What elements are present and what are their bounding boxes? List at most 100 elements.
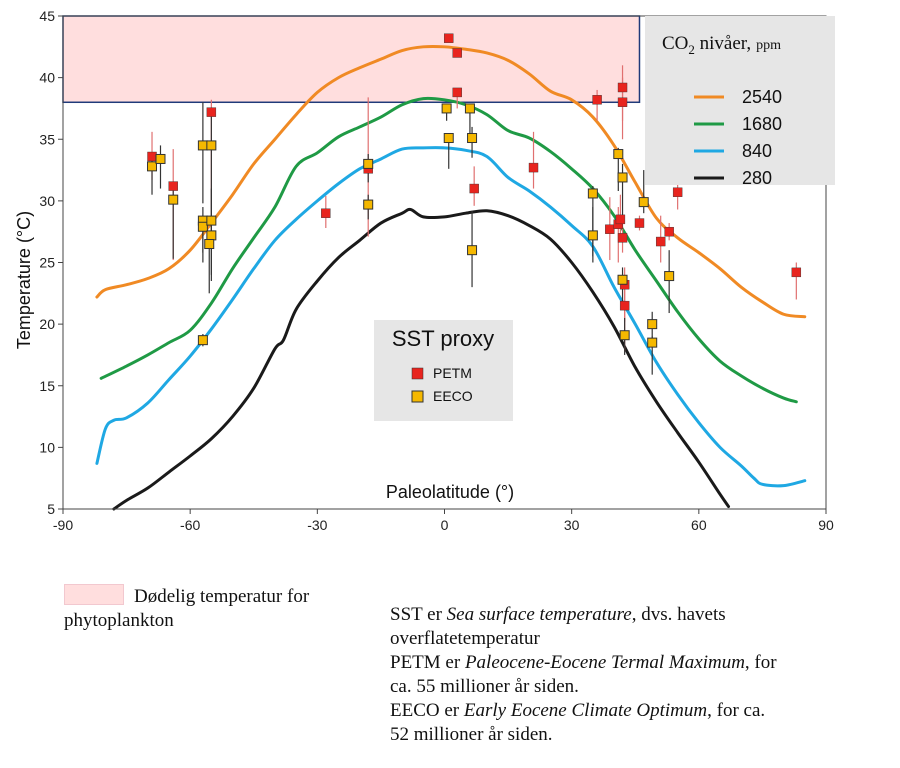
co2-legend-label-280: 280 xyxy=(742,168,772,188)
eeco-marker xyxy=(613,149,624,160)
co2-legend-title-sub: 2 xyxy=(688,42,695,57)
eeco-marker xyxy=(647,319,658,330)
note-text: SST er xyxy=(390,604,447,625)
y-tick-label: 20 xyxy=(39,316,55,332)
eeco-marker xyxy=(197,221,208,232)
x-tick-label: 90 xyxy=(818,517,834,533)
eeco-marker xyxy=(206,140,217,151)
x-tick-label: 30 xyxy=(564,517,580,533)
y-axis: 5 10 15 20 25 30 35 40 45 xyxy=(39,8,63,517)
x-tick-label: 60 xyxy=(691,517,707,533)
eeco-marker xyxy=(441,103,452,114)
eeco-marker xyxy=(443,133,454,144)
eeco-marker xyxy=(204,239,215,250)
y-tick-label: 25 xyxy=(39,255,55,271)
note-line: SST er Sea surface temperature, dvs. hav… xyxy=(390,603,890,627)
note-line: ca. 55 millioner år siden. xyxy=(390,676,579,697)
proxy-legend-petm-marker xyxy=(411,367,424,380)
note-term: Paleocene-Eocene Termal Maximum xyxy=(464,652,745,673)
note-text: , for ca. xyxy=(707,700,766,721)
petm-marker xyxy=(615,214,626,225)
y-tick-label: 40 xyxy=(39,70,55,86)
note-term: Early Eocene Climate Optimum xyxy=(463,700,708,721)
proxy-legend: SST proxy PETM EECO xyxy=(374,320,513,421)
y-tick-label: 5 xyxy=(47,501,55,517)
y-axis-title: Temperature (°C) xyxy=(14,211,34,349)
x-axis-title: Paleolatitude (°) xyxy=(386,482,514,502)
eeco-marker xyxy=(168,194,179,205)
petm-marker xyxy=(791,267,802,278)
eeco-marker xyxy=(147,161,158,172)
proxy-legend-eeco-label: EECO xyxy=(433,388,473,404)
lethal-temperature-band xyxy=(62,15,641,104)
lethal-band-legend: Dødelig temperatur for phytoplankton xyxy=(64,584,374,633)
petm-marker xyxy=(452,87,462,98)
petm-marker xyxy=(206,107,217,117)
petm-marker xyxy=(617,97,628,107)
note-text: EECO er xyxy=(390,700,464,721)
note-text: , for xyxy=(744,652,777,673)
petm-marker xyxy=(605,224,615,234)
eeco-marker xyxy=(647,337,658,348)
co2-legend-label-840: 840 xyxy=(742,141,772,161)
petm-marker xyxy=(664,226,674,237)
proxy-legend-title: SST proxy xyxy=(392,326,494,351)
co2-legend-items: 2540 1680 840 280 xyxy=(694,87,782,188)
y-tick-label: 35 xyxy=(39,131,55,147)
eeco-marker xyxy=(206,215,217,226)
petm-marker xyxy=(617,82,628,93)
eeco-marker xyxy=(363,158,374,169)
lethal-band-label-line1: Dødelig temperatur for xyxy=(134,586,310,607)
proxy-legend-eeco-marker xyxy=(411,390,424,403)
petm-marker xyxy=(634,218,645,228)
x-tick-label: -90 xyxy=(53,517,73,533)
series-line-1680 xyxy=(99,96,798,404)
eeco-marker xyxy=(206,230,217,241)
lethal-band-swatch xyxy=(64,584,124,605)
eeco-marker xyxy=(587,188,598,199)
petm-marker xyxy=(617,233,628,243)
note-line: PETM er Paleocene-Eocene Termal Maximum,… xyxy=(390,651,890,675)
eeco-marker xyxy=(587,230,598,241)
eeco-marker xyxy=(617,274,628,285)
co2-legend-label-1680: 1680 xyxy=(742,114,782,134)
eeco-marker xyxy=(638,197,649,208)
data-markers xyxy=(147,33,802,348)
note-term: Sea surface temperature xyxy=(446,604,632,625)
series-line-280 xyxy=(112,207,731,511)
y-tick-label: 15 xyxy=(39,378,55,394)
co2-legend-title-rest: nivåer, xyxy=(695,33,751,54)
co2-legend-box xyxy=(645,16,835,185)
petm-marker xyxy=(444,33,454,43)
petm-marker xyxy=(619,300,630,311)
eeco-marker xyxy=(467,133,478,144)
eeco-marker xyxy=(197,140,208,151)
note-text: , dvs. havets xyxy=(631,604,726,625)
x-tick-label: 0 xyxy=(441,517,449,533)
petm-marker xyxy=(147,151,157,162)
eeco-marker xyxy=(363,199,374,210)
eeco-marker xyxy=(155,153,166,164)
note-line: 52 millioner år siden. xyxy=(390,724,553,745)
co2-legend-title-unit: ppm xyxy=(756,38,781,53)
y-tick-label: 10 xyxy=(39,439,55,455)
petm-marker xyxy=(452,48,462,58)
petm-marker xyxy=(528,162,539,173)
note-line: overflatetemperatur xyxy=(390,628,540,649)
explanatory-notes: SST er Sea surface temperature, dvs. hav… xyxy=(390,603,890,747)
co2-legend-title: CO2 nivåer, ppm xyxy=(662,33,781,57)
co2-legend: CO2 nivåer, ppm 2540 1680 840 280 xyxy=(645,16,835,188)
co2-legend-label-2540: 2540 xyxy=(742,87,782,107)
petm-marker xyxy=(672,187,683,197)
y-tick-label: 45 xyxy=(39,8,55,24)
eeco-marker xyxy=(619,330,630,341)
proxy-legend-petm-label: PETM xyxy=(433,365,472,381)
petm-marker xyxy=(592,95,602,105)
petm-marker xyxy=(168,181,178,191)
eeco-marker xyxy=(467,245,478,256)
eeco-marker xyxy=(464,103,475,114)
x-tick-label: -30 xyxy=(307,517,327,533)
y-tick-label: 30 xyxy=(39,193,55,209)
petm-marker xyxy=(655,236,666,247)
x-tick-label: -60 xyxy=(180,517,200,533)
